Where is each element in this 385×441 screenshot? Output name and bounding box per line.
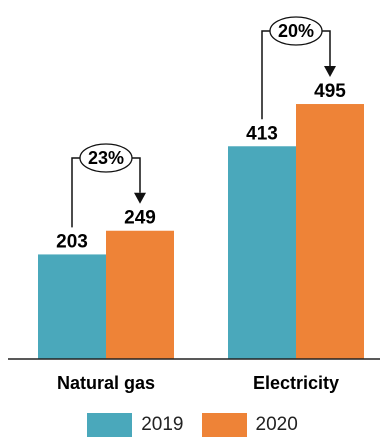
legend-swatch-2020 — [201, 413, 247, 437]
value-label-natural-gas-2019: 203 — [56, 231, 88, 252]
legend-item-2020: 2020 — [201, 413, 298, 437]
category-label-electricity: Electricity — [253, 373, 339, 393]
legend-label-2020: 2020 — [255, 414, 298, 435]
legend-item-2019: 2019 — [87, 413, 184, 437]
change-natural-gas-badge — [79, 143, 133, 173]
bar-electricity-2019 — [228, 146, 296, 359]
bar-natural-gas-2019 — [38, 254, 106, 359]
value-label-electricity-2019: 413 — [246, 123, 278, 144]
bar-electricity-2020 — [296, 104, 364, 359]
change-electricity-badge — [269, 16, 323, 46]
change-electricity-label: 20% — [278, 21, 314, 41]
legend-swatch-2019 — [87, 413, 133, 437]
bar-natural-gas-2020 — [106, 230, 174, 359]
value-label-electricity-2020: 495 — [314, 81, 346, 102]
change-electricity-arrowhead — [324, 66, 336, 78]
bar-chart: 203 249 Natural gas 413 495 Electricity 23% 20% — [8, 16, 380, 393]
category-label-natural-gas: Natural gas — [57, 373, 155, 393]
legend: 2019 2020 — [0, 412, 385, 438]
change-natural-gas-arrowhead — [134, 192, 146, 204]
legend-label-2019: 2019 — [141, 414, 184, 435]
value-label-natural-gas-2020: 249 — [124, 208, 156, 229]
change-natural-gas-label: 23% — [88, 148, 124, 168]
